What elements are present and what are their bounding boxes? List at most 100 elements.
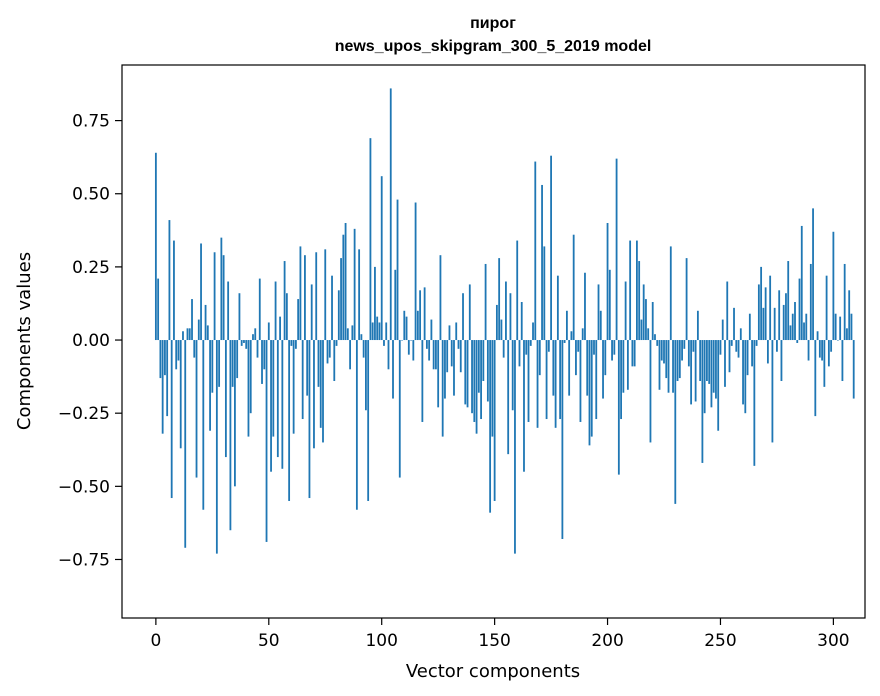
bar-component-270 [764, 287, 767, 341]
bar-component-13 [184, 340, 187, 548]
bar-component-257 [735, 340, 738, 352]
bar-component-283 [794, 302, 796, 341]
x-tick-label: 50 [258, 631, 280, 651]
bar-component-129 [446, 340, 449, 373]
bar-component-163 [523, 340, 525, 472]
bar-component-289 [807, 340, 810, 361]
bar-component-302 [837, 340, 839, 341]
bar-component-151 [495, 304, 498, 341]
bar-component-125 [437, 340, 440, 408]
bar-component-213 [636, 240, 638, 341]
bar-component-254 [728, 340, 731, 373]
bar-component-195 [595, 340, 598, 420]
bar-component-142 [475, 340, 478, 434]
bar-component-278 [782, 304, 785, 341]
bar-component-164 [525, 340, 528, 355]
bar-component-133 [455, 322, 458, 341]
bar-component-172 [543, 246, 546, 341]
bar-component-59 [288, 340, 291, 501]
bar-component-126 [439, 255, 442, 341]
bar-component-186 [575, 340, 577, 376]
bar-component-83 [342, 234, 345, 341]
bar-component-173 [545, 340, 548, 420]
bar-component-27 [215, 340, 218, 554]
bar-component-32 [227, 281, 230, 341]
bar-component-86 [349, 340, 351, 370]
bar-component-279 [785, 293, 787, 341]
bar-component-19 [197, 319, 200, 341]
bar-component-8 [173, 240, 175, 341]
bar-component-64 [299, 246, 302, 341]
bar-component-58 [285, 293, 288, 341]
bar-component-180 [561, 340, 564, 539]
bar-component-122 [430, 319, 433, 341]
bar-component-293 [816, 331, 819, 341]
bar-component-22 [204, 304, 207, 341]
bar-component-62 [294, 340, 297, 349]
bar-component-196 [597, 284, 600, 341]
bar-component-4 [164, 340, 166, 376]
bar-component-191 [586, 340, 589, 396]
bar-component-141 [473, 340, 476, 422]
bar-component-207 [622, 340, 625, 393]
bar-component-225 [663, 340, 665, 364]
bar-component-33 [229, 340, 232, 531]
bar-component-50 [267, 322, 270, 341]
bar-component-228 [669, 246, 672, 341]
bar-component-46 [258, 278, 261, 341]
bar-component-176 [552, 340, 555, 396]
bar-component-97 [374, 266, 376, 341]
y-tick-label: 0.75 [72, 112, 110, 132]
bar-component-0 [154, 152, 157, 341]
bar-component-111 [405, 316, 408, 341]
bar-component-264 [751, 340, 753, 367]
bar-component-305 [843, 263, 846, 341]
bar-component-282 [791, 313, 794, 341]
bar-component-152 [498, 258, 501, 341]
bar-component-87 [351, 325, 354, 341]
bar-component-291 [812, 208, 814, 341]
bar-component-45 [256, 340, 259, 358]
bar-component-91 [360, 334, 363, 341]
bar-component-95 [369, 138, 372, 341]
bar-component-3 [161, 340, 164, 434]
bar-component-200 [606, 223, 609, 341]
bar-component-252 [724, 340, 726, 387]
bar-component-154 [502, 340, 505, 358]
bar-component-194 [593, 340, 595, 355]
bar-component-230 [674, 340, 677, 504]
bar-component-117 [419, 290, 422, 341]
bar-component-240 [696, 310, 699, 341]
bar-component-96 [371, 322, 374, 341]
bar-component-192 [588, 340, 591, 446]
bar-component-265 [753, 340, 756, 466]
bar-component-115 [414, 202, 417, 341]
bar-component-177 [554, 340, 557, 428]
bar-component-137 [464, 340, 467, 405]
bar-component-90 [358, 249, 361, 341]
bars-group [154, 88, 855, 554]
bar-component-54 [276, 340, 279, 458]
bar-component-219 [649, 340, 652, 443]
bar-component-244 [706, 340, 708, 381]
bar-component-28 [218, 340, 221, 387]
bar-component-103 [387, 340, 390, 370]
x-axis-ticks: 0 50 100 150 200 250 300 [150, 618, 850, 651]
bar-component-259 [739, 328, 742, 341]
bar-component-99 [378, 322, 381, 341]
bar-component-69 [310, 284, 313, 341]
bar-component-198 [602, 340, 604, 399]
bar-component-263 [748, 313, 751, 341]
bar-component-119 [423, 287, 426, 341]
bar-component-272 [769, 275, 772, 341]
bar-component-81 [337, 290, 340, 341]
bar-component-77 [328, 340, 331, 358]
bar-component-114 [412, 340, 415, 361]
bar-component-308 [850, 313, 853, 341]
bar-component-73 [319, 340, 322, 428]
bar-component-210 [629, 240, 632, 341]
bar-component-113 [410, 340, 412, 341]
bar-component-298 [827, 340, 830, 367]
bar-component-203 [613, 340, 616, 355]
bar-component-246 [710, 340, 713, 408]
